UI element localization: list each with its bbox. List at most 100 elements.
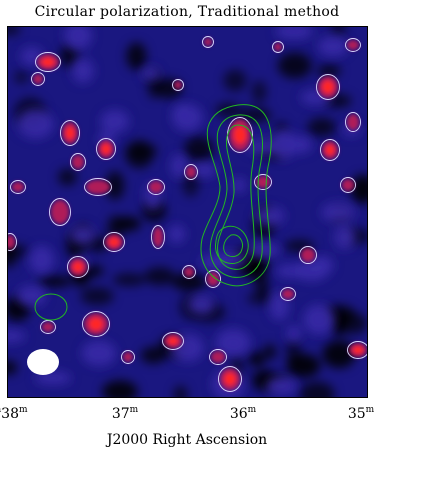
chart-title: Circular polarization, Traditional metho… xyxy=(34,4,340,20)
noise-trough xyxy=(58,168,77,186)
noise-ridge xyxy=(200,254,228,270)
intensity-contour xyxy=(209,349,227,365)
emission-core xyxy=(322,80,334,94)
intensity-contour xyxy=(40,320,56,334)
emission-core xyxy=(65,126,75,140)
emission-core xyxy=(101,144,111,154)
noise-trough xyxy=(339,312,367,335)
intensity-contour xyxy=(151,225,165,249)
emission-peak xyxy=(347,114,359,130)
intensity-contour xyxy=(202,36,214,48)
intensity-contour xyxy=(121,350,135,364)
noise-ridge xyxy=(310,255,334,275)
noise-trough xyxy=(263,344,277,360)
emission-core xyxy=(224,372,236,386)
noise-trough xyxy=(331,27,347,37)
intensity-contour xyxy=(31,72,45,86)
noise-ridge xyxy=(17,109,54,139)
x-axis-label: J2000 Right Ascension xyxy=(106,432,268,448)
emission-peak xyxy=(8,235,15,249)
intensity-contour xyxy=(147,179,165,195)
noise-trough xyxy=(8,27,21,36)
total-intensity-contour xyxy=(223,234,243,258)
noise-ridge xyxy=(287,135,313,154)
noise-ridge xyxy=(16,285,47,307)
noise-ridge xyxy=(168,224,186,244)
emission-core xyxy=(89,317,103,331)
noise-trough xyxy=(105,171,125,200)
intensity-contour xyxy=(67,256,89,278)
noise-ridge xyxy=(81,340,117,367)
noise-trough xyxy=(251,80,267,104)
noise-ridge xyxy=(172,103,203,132)
noise-trough xyxy=(322,340,356,369)
noise-trough xyxy=(8,360,18,375)
intensity-contour xyxy=(205,270,221,288)
noise-trough xyxy=(173,385,188,397)
intensity-contour xyxy=(254,174,272,190)
total-intensity-contour xyxy=(217,124,255,270)
intensity-contour xyxy=(84,178,112,196)
noise-ridge xyxy=(321,202,355,223)
noise-trough xyxy=(102,380,138,397)
intensity-contour xyxy=(162,332,184,350)
intensity-contour xyxy=(347,341,367,359)
emission-peak xyxy=(282,289,294,299)
noise-trough xyxy=(286,353,321,378)
noise-ridge xyxy=(8,329,26,343)
emission-peak xyxy=(42,322,54,332)
noise-trough xyxy=(182,168,199,197)
noise-trough xyxy=(14,71,29,84)
noise-trough xyxy=(112,273,146,286)
intensity-contour xyxy=(345,38,361,52)
beam-ellipse xyxy=(27,349,59,375)
intensity-contour xyxy=(10,180,26,194)
noise-ridge xyxy=(246,139,281,155)
noise-trough xyxy=(80,287,114,306)
emission-core xyxy=(73,262,83,272)
polarization-map xyxy=(7,26,368,398)
intensity-contour xyxy=(182,265,196,279)
noise-ridge xyxy=(170,153,187,179)
emission-core xyxy=(109,237,119,247)
noise-ridge xyxy=(275,27,313,40)
total-intensity-contour xyxy=(200,104,272,287)
noise-ridge xyxy=(71,58,94,84)
noise-trough xyxy=(184,136,215,162)
noise-trough xyxy=(299,381,335,397)
emission-peak xyxy=(12,182,24,192)
intensity-contour xyxy=(60,120,80,146)
emission-core xyxy=(41,57,55,67)
x-tick-label: 36m xyxy=(229,405,257,423)
emission-peak xyxy=(123,352,133,362)
noise-trough xyxy=(317,65,341,76)
intensity-contour xyxy=(96,138,116,160)
noise-trough xyxy=(247,292,274,305)
intensity-contour xyxy=(345,112,361,132)
noise-ridge xyxy=(188,295,215,315)
emission-peak xyxy=(301,248,315,262)
heatmap-canvas xyxy=(8,27,367,397)
x-tick-label: 6h38m xyxy=(0,405,28,423)
intensity-contour xyxy=(218,366,242,392)
noise-ridge xyxy=(303,304,335,335)
emission-peak xyxy=(342,179,354,191)
total-intensity-contour xyxy=(34,293,68,321)
intensity-contour xyxy=(49,198,71,226)
noise-ridge xyxy=(254,206,285,226)
emission-core xyxy=(233,126,247,144)
intensity-contour xyxy=(320,139,340,161)
noise-trough xyxy=(144,267,175,286)
noise-ridge xyxy=(246,242,280,258)
x-tick-label: 37m xyxy=(111,405,139,423)
noise-trough xyxy=(172,272,207,291)
emission-peak xyxy=(211,351,225,363)
noise-ridge xyxy=(70,225,95,246)
noise-trough xyxy=(126,42,147,71)
intensity-contour xyxy=(103,232,125,252)
intensity-contour xyxy=(280,287,296,301)
emission-peak xyxy=(174,81,182,89)
noise-ridge xyxy=(142,67,160,80)
intensity-contour xyxy=(272,41,284,53)
noise-trough xyxy=(140,346,167,364)
